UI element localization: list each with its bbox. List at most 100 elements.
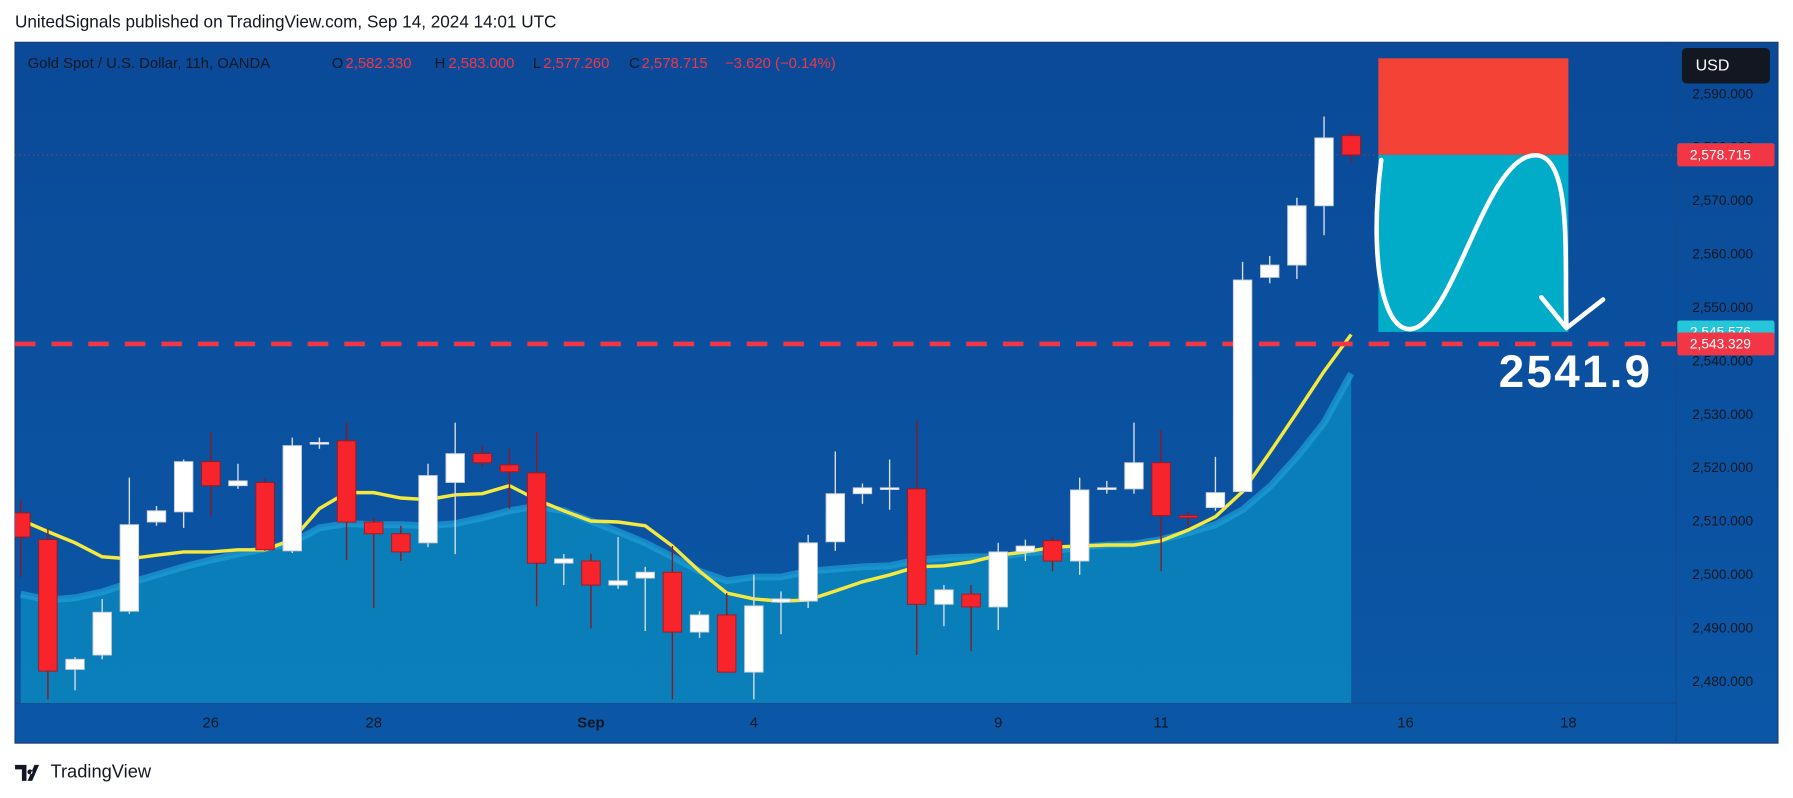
x-tick-label: Sep: [577, 716, 604, 732]
candle-body: [771, 598, 791, 603]
y-tick-label: 2,540.000: [1692, 353, 1753, 368]
plot: [15, 58, 1677, 704]
candle-body: [499, 464, 520, 473]
candle-body: [1015, 545, 1036, 553]
y-tick-label: 2,480.000: [1692, 674, 1753, 689]
legend: Gold Spot / U.S. Dollar, 11h, OANDA O 2,…: [28, 56, 836, 72]
candle-body: [1260, 264, 1280, 278]
currency-button[interactable]: USD: [1681, 48, 1770, 84]
candle-body: [961, 593, 981, 608]
candle-body: [92, 611, 112, 656]
annotation: 2541.9: [1499, 346, 1653, 397]
y-tick-label: 2,500.000: [1692, 567, 1753, 582]
candle-body: [255, 482, 275, 551]
x-tick-label: 26: [203, 716, 220, 732]
candle-body: [717, 614, 737, 673]
x-tick-label: 9: [994, 716, 1002, 732]
candle-body: [1287, 205, 1307, 266]
candle-body: [65, 658, 85, 670]
y-tick-label: 2,570.000: [1692, 193, 1753, 208]
candle-body: [526, 472, 547, 564]
candle-body: [364, 521, 384, 535]
candle-body: [445, 453, 465, 483]
legend-symbol: Gold Spot / U.S. Dollar, 11h, OANDA: [28, 56, 271, 72]
candle-body: [608, 580, 628, 586]
candle-body: [391, 533, 411, 553]
x-tick-label: 4: [750, 716, 758, 732]
y-tick-label: 2,490.000: [1692, 620, 1753, 635]
y-tick-label: 2,560.000: [1692, 247, 1753, 262]
candle-body: [988, 551, 1008, 608]
candle-body: [1097, 487, 1117, 490]
x-tick-label: 16: [1397, 716, 1414, 732]
legend-value: 2,577.260: [543, 56, 609, 72]
candle-body: [15, 512, 31, 538]
price-label: 2,578.715: [1690, 148, 1751, 163]
legend-letter: H: [435, 56, 446, 72]
x-tick-label: 28: [365, 716, 382, 732]
candle-body: [1069, 489, 1090, 562]
x-tick-label: 11: [1153, 716, 1168, 732]
price-label: 2,543.329: [1690, 337, 1751, 352]
legend-letter: C: [629, 56, 640, 72]
candle-body: [798, 542, 818, 602]
currency-button-bg[interactable]: [1681, 48, 1770, 84]
price-label-bg: [1677, 332, 1775, 356]
currency-label[interactable]: USD: [1696, 58, 1730, 75]
y-tick-label: 2,550.000: [1692, 300, 1753, 315]
candle-body: [418, 475, 438, 544]
brand-logo: [15, 764, 40, 781]
price-label-bg: [1677, 143, 1775, 167]
candle-body: [689, 614, 710, 633]
candle-body: [1232, 279, 1253, 493]
ma-line: [20, 333, 1353, 603]
candle-body: [934, 589, 954, 605]
candle-body: [282, 445, 302, 552]
legend-letter: O: [332, 56, 344, 72]
candle-body: [336, 440, 357, 523]
forecast-arrowhead: [1539, 294, 1606, 331]
legend-change: −3.620 (−0.14%): [725, 56, 836, 72]
legend-value: 2,583.000: [448, 56, 514, 72]
candle-body: [1151, 462, 1171, 517]
candle-body: [907, 488, 927, 605]
candle-body: [228, 480, 248, 487]
candle-body: [38, 539, 58, 672]
candle-body: [581, 560, 601, 586]
y-tick-label: 2,590.000: [1692, 86, 1753, 101]
ma-area: [20, 373, 1352, 704]
legend-value: 2,582.330: [345, 56, 411, 72]
forecast-curve: [1374, 153, 1569, 332]
publish-header: UnitedSignals published on TradingView.c…: [15, 11, 556, 31]
candle-body: [201, 461, 221, 487]
drawing: [1374, 153, 1606, 332]
candle-body: [1341, 135, 1361, 156]
candle-body: [662, 571, 683, 633]
candle-body: [635, 571, 655, 579]
brand-name: TradingView: [50, 761, 151, 782]
target-zone: [1378, 154, 1569, 332]
candle-body: [852, 487, 873, 495]
footer: TradingView: [15, 761, 152, 782]
candle-body: [1178, 515, 1198, 519]
x-tick-label: 18: [1560, 716, 1577, 732]
candle-body: [554, 558, 574, 564]
legend-value: 2,578.715: [642, 56, 708, 72]
stop-zone: [1378, 58, 1569, 155]
candle-body: [119, 524, 140, 612]
candle-body: [825, 493, 845, 543]
candle-body: [744, 605, 764, 673]
candle-body: [472, 453, 493, 464]
candle-body: [1124, 462, 1144, 490]
candle-body: [309, 441, 330, 445]
candle-body: [1205, 492, 1226, 509]
y-tick-label: 2,520.000: [1692, 460, 1753, 475]
y-tick-label: 2,530.000: [1692, 407, 1753, 422]
candle-body: [1314, 137, 1334, 207]
candle-body: [146, 510, 167, 523]
y-tick-label: 2,510.000: [1692, 514, 1753, 529]
candle-body: [879, 487, 900, 490]
candle-body: [173, 461, 194, 513]
